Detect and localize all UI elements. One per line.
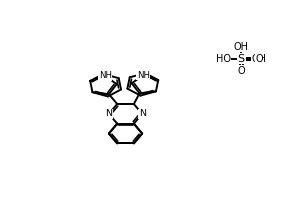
Text: OH: OH — [252, 53, 267, 64]
Text: N: N — [139, 109, 146, 118]
Text: HO: HO — [216, 53, 231, 64]
Text: OH: OH — [234, 42, 249, 52]
Text: O: O — [237, 66, 245, 76]
Text: N: N — [105, 109, 112, 118]
Text: NH: NH — [98, 72, 112, 80]
Text: NH: NH — [137, 71, 150, 80]
Text: O: O — [255, 53, 263, 64]
Text: S: S — [238, 53, 245, 64]
